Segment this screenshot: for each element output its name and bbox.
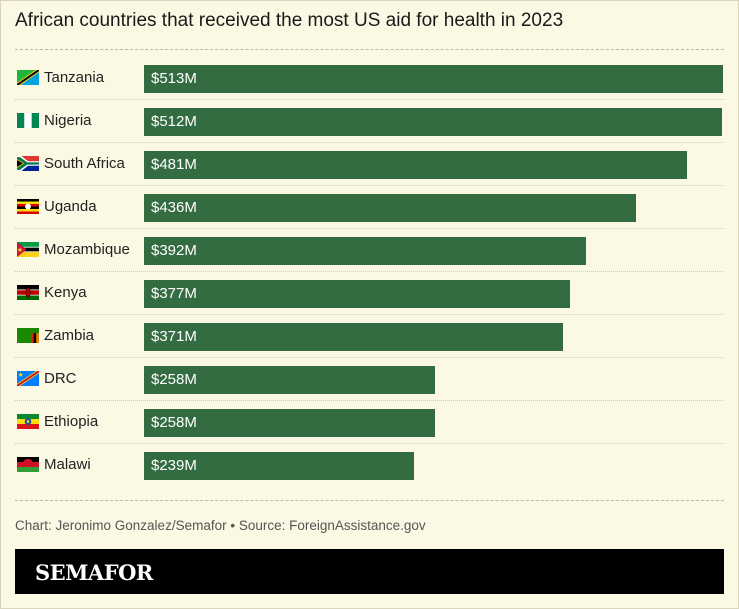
- semafor-logo: SEMAFOR: [35, 560, 153, 585]
- bar-row: Kenya $377M: [0, 272, 739, 315]
- bar-row: South Africa $481M: [0, 143, 739, 186]
- tanzania-flag-icon: [17, 70, 39, 85]
- category-label: Tanzania: [44, 69, 105, 86]
- source-divider: [15, 500, 724, 501]
- bar-value-label: $258M: [151, 371, 197, 388]
- bar-row: Nigeria $512M: [0, 100, 739, 143]
- zambia-flag-icon: [17, 328, 39, 343]
- category-label: South Africa: [44, 155, 125, 172]
- bar-row: Malawi $239M: [0, 444, 739, 487]
- bar-value-label: $513M: [151, 70, 197, 87]
- category-label: Kenya: [44, 284, 87, 301]
- nigeria-flag-icon: [17, 113, 39, 128]
- category-label: Ethiopia: [44, 413, 99, 430]
- category-label: Zambia: [44, 327, 95, 344]
- bar: [144, 237, 586, 265]
- row-divider: [15, 185, 724, 186]
- mozambique-flag-icon: [17, 242, 39, 257]
- bar-row: Ethiopia $258M: [0, 401, 739, 444]
- bar-value-label: $481M: [151, 156, 197, 173]
- bar-row: Mozambique $392M: [0, 229, 739, 272]
- category-label: Malawi: [44, 456, 91, 473]
- row-divider: [15, 357, 724, 358]
- row-divider: [15, 271, 724, 272]
- bar-value-label: $258M: [151, 414, 197, 431]
- footer-bar: SEMAFOR: [15, 549, 724, 594]
- malawi-flag-icon: [17, 457, 39, 472]
- category-label: DRC: [44, 370, 77, 387]
- bar-value-label: $512M: [151, 113, 197, 130]
- category-label: Uganda: [44, 198, 97, 215]
- bar: [144, 280, 570, 308]
- category-label: Mozambique: [44, 241, 130, 258]
- bar: [144, 409, 435, 437]
- south-africa-flag-icon: [17, 156, 39, 171]
- bar-row: Tanzania $513M: [0, 57, 739, 100]
- bar-value-label: $436M: [151, 199, 197, 216]
- bar: [144, 65, 723, 93]
- bar: [144, 366, 435, 394]
- row-divider: [15, 443, 724, 444]
- bar-value-label: $239M: [151, 457, 197, 474]
- bar: [144, 151, 687, 179]
- kenya-flag-icon: [17, 285, 39, 300]
- uganda-flag-icon: [17, 199, 39, 214]
- bar-row: DRC $258M: [0, 358, 739, 401]
- bar-value-label: $377M: [151, 285, 197, 302]
- row-divider: [15, 228, 724, 229]
- title-divider: [15, 49, 724, 50]
- bar-row: Uganda $436M: [0, 186, 739, 229]
- bar-row: Zambia $371M: [0, 315, 739, 358]
- drc-flag-icon: [17, 371, 39, 386]
- bar: [144, 194, 636, 222]
- bar: [144, 323, 563, 351]
- bar-value-label: $392M: [151, 242, 197, 259]
- row-divider: [15, 314, 724, 315]
- category-label: Nigeria: [44, 112, 92, 129]
- row-divider: [15, 400, 724, 401]
- bar-value-label: $371M: [151, 328, 197, 345]
- chart-title: African countries that received the most…: [15, 10, 564, 31]
- source-note: Chart: Jeronimo Gonzalez/Semafor • Sourc…: [15, 518, 426, 533]
- ethiopia-flag-icon: [17, 414, 39, 429]
- bar: [144, 108, 722, 136]
- row-divider: [15, 99, 724, 100]
- row-divider: [15, 142, 724, 143]
- bar: [144, 452, 414, 480]
